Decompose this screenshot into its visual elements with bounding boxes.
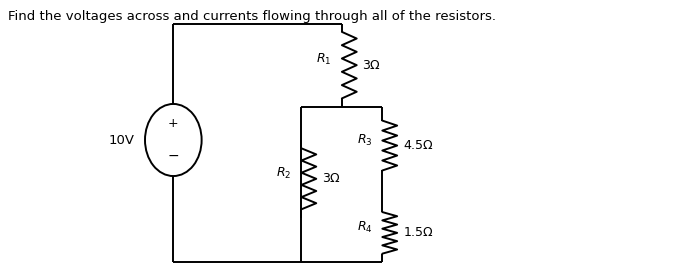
Text: 10V: 10V xyxy=(109,134,135,146)
Text: $R_2$: $R_2$ xyxy=(276,166,291,181)
Text: 3$\Omega$: 3$\Omega$ xyxy=(362,59,381,72)
Text: −: − xyxy=(167,149,179,163)
Text: 4.5$\Omega$: 4.5$\Omega$ xyxy=(403,139,433,152)
Text: 3$\Omega$: 3$\Omega$ xyxy=(322,172,341,185)
Text: $R_4$: $R_4$ xyxy=(357,220,372,235)
Text: 1.5$\Omega$: 1.5$\Omega$ xyxy=(403,226,433,239)
Text: $R_3$: $R_3$ xyxy=(357,132,372,148)
Text: Find the voltages across and currents flowing through all of the resistors.: Find the voltages across and currents fl… xyxy=(8,10,496,23)
Text: $R_1$: $R_1$ xyxy=(316,52,332,67)
Text: +: + xyxy=(168,117,179,130)
